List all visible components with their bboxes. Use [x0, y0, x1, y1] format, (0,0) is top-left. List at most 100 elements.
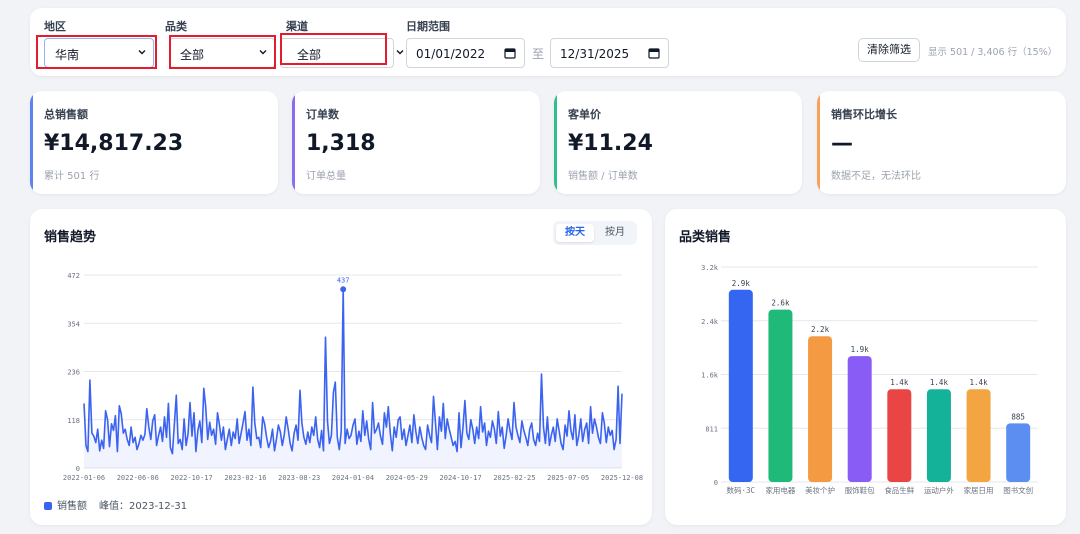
category-sales-chart: 0 811 1.6k 2.4k 3.2k 2.9k 数码·3C 2.6k 家用电器 2.2k 美妆个… — [701, 264, 1038, 495]
y-tick-label: 236 — [67, 369, 80, 377]
kpi-value: ¥11.24 — [568, 131, 653, 156]
channel-label: 渠道 — [286, 20, 308, 33]
date-end-input[interactable]: 12/31/2025 — [550, 38, 669, 68]
bar-value-label: 1.4k — [890, 378, 909, 387]
sales-trend-chart: 0 118 236 354 472 2022-01-06 2022-06-06 2022-10… — [63, 272, 643, 482]
chevron-down-icon — [259, 50, 267, 55]
x-tick-label: 2024-01-04 — [332, 474, 374, 482]
kpi-card-avg-order: 客单价 ¥11.24 销售额 / 订单数 — [554, 91, 802, 194]
kpi-card-order-count: 订单数 1,318 订单总量 — [292, 91, 540, 194]
kpi-label: 订单数 — [306, 108, 339, 121]
bar-value-label: 2.6k — [771, 299, 790, 308]
calendar-icon[interactable] — [504, 47, 516, 59]
x-tick-label: 美妆个护 — [805, 485, 835, 495]
y-tick-label: 0 — [76, 465, 80, 473]
y-tick-label: 2.4k — [701, 318, 719, 326]
toggle-by-day-button[interactable]: 按天 — [556, 224, 594, 242]
kpi-card-growth: 销售环比增长 — 数据不足，无法环比 — [817, 91, 1066, 194]
trend-legend: 销售额 峰值：2023-12-31 — [44, 497, 187, 512]
highlight-box-category — [169, 35, 276, 69]
peak-label: 峰值：2023-12-31 — [99, 501, 188, 512]
x-tick-label: 2024-10-17 — [440, 474, 482, 482]
bar — [847, 356, 872, 482]
date-separator: 至 — [532, 47, 545, 61]
x-tick-label: 家用电器 — [765, 485, 795, 495]
kpi-label: 销售环比增长 — [831, 108, 897, 121]
granularity-toggle: 按天 按月 — [553, 221, 637, 245]
kpi-accent-bar — [554, 91, 557, 194]
kpi-label: 客单价 — [568, 108, 601, 121]
category-label: 品类 — [165, 20, 187, 33]
x-tick-label: 2023-08-23 — [278, 474, 320, 482]
bar — [887, 389, 912, 482]
region-label: 地区 — [44, 20, 66, 33]
x-tick-label: 服饰鞋包 — [845, 485, 875, 495]
x-tick-label: 2025-12-08 — [601, 474, 643, 482]
region-select[interactable]: 华南 — [44, 38, 154, 68]
peak-value-label: 437 — [337, 276, 350, 284]
kpi-accent-bar — [292, 91, 295, 194]
x-tick-label: 2022-01-06 — [63, 474, 105, 482]
clear-filters-button[interactable]: 清除筛选 — [858, 38, 920, 62]
kpi-value: — — [831, 131, 853, 156]
calendar-icon[interactable] — [648, 47, 660, 59]
x-tick-label: 食品生鲜 — [884, 485, 914, 495]
bar-value-label: 1.9k — [851, 345, 870, 354]
toggle-by-month-button[interactable]: 按月 — [605, 227, 625, 238]
chevron-down-icon — [396, 50, 404, 55]
legend-swatch — [44, 502, 52, 510]
bar-value-label: 1.4k — [930, 378, 949, 387]
kpi-subtext: 数据不足，无法环比 — [831, 171, 921, 182]
y-tick-label: 354 — [67, 320, 80, 328]
y-tick-label: 118 — [67, 417, 80, 425]
bar-value-label: 885 — [1011, 412, 1025, 421]
legend-label: 销售额 — [57, 501, 87, 512]
category-sales-panel: 品类销售 0 811 1.6k 2.4k 3.2k 2.9k 数码·3C 2.6k 家用电器 2.… — [665, 209, 1066, 525]
y-tick-label: 3.2k — [701, 264, 719, 272]
kpi-label: 总销售额 — [44, 108, 88, 121]
bar — [808, 336, 833, 482]
bar-value-label: 1.4k — [970, 378, 989, 387]
channel-select-value: 全部 — [297, 48, 322, 62]
category-sales-title: 品类销售 — [679, 230, 732, 245]
bar — [728, 289, 753, 482]
bar — [966, 389, 991, 482]
date-range-label: 日期范围 — [406, 20, 450, 33]
peak-point — [340, 286, 347, 293]
kpi-accent-bar — [817, 91, 820, 194]
date-end-value: 12/31/2025 — [560, 47, 630, 61]
highlight-box-region — [36, 35, 157, 69]
y-tick-label: 811 — [705, 425, 718, 433]
x-tick-label: 运动户外 — [924, 485, 954, 495]
date-start-input[interactable]: 01/01/2022 — [406, 38, 525, 68]
sales-trend-panel: 销售趋势 按天 按月 0 118 236 354 472 2022-01-06 2022-0… — [30, 209, 652, 525]
series-line — [83, 288, 623, 455]
kpi-subtext: 订单总量 — [306, 171, 346, 182]
chevron-down-icon — [138, 50, 146, 55]
bar — [768, 309, 793, 482]
kpi-accent-bar — [30, 91, 33, 194]
kpi-value: 1,318 — [306, 131, 376, 156]
x-tick-label: 2025-02-25 — [493, 474, 535, 482]
category-select-value: 全部 — [180, 48, 205, 62]
sales-trend-title: 销售趋势 — [44, 230, 97, 245]
bar-value-label: 2.9k — [732, 279, 751, 288]
kpi-subtext: 销售额 / 订单数 — [568, 171, 638, 182]
date-start-value: 01/01/2022 — [416, 47, 486, 61]
row-count-text: 显示 501 / 3,406 行（15%） — [928, 47, 1058, 58]
x-tick-label: 2024-05-29 — [386, 474, 428, 482]
kpi-subtext: 累计 501 行 — [44, 171, 100, 182]
highlight-box-channel — [280, 33, 387, 65]
x-tick-label: 图书文创 — [1003, 485, 1033, 495]
bar — [1006, 423, 1031, 482]
filter-bar: 地区 华南 品类 全部 渠道 全部 日期范围 01/01/2022 至 12/3… — [30, 8, 1066, 76]
y-tick-label: 0 — [714, 479, 718, 487]
kpi-card-total-sales: 总销售额 ¥14,817.23 累计 501 行 — [30, 91, 278, 194]
bar-value-label: 2.2k — [811, 325, 830, 334]
bar — [926, 389, 951, 482]
y-tick-label: 1.6k — [701, 372, 719, 380]
x-tick-label: 家居日用 — [964, 485, 994, 495]
x-tick-label: 2022-10-17 — [171, 474, 213, 482]
y-tick-label: 472 — [67, 272, 80, 280]
x-tick-label: 2025-07-05 — [547, 474, 589, 482]
